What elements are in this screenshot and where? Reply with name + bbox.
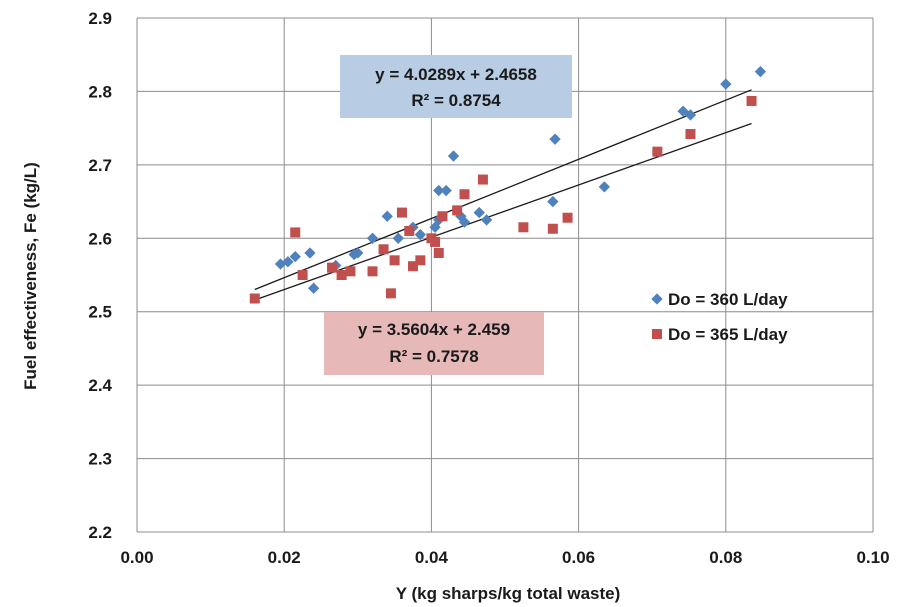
x-tick-label: 0.02 [268, 548, 301, 567]
data-point-square [415, 255, 426, 266]
y-tick-label: 2.5 [88, 303, 112, 322]
x-tick-label: 0.04 [415, 548, 449, 567]
trendline-360 [254, 89, 752, 291]
trendline-365 [254, 122, 752, 301]
data-point-square [290, 227, 301, 238]
data-point-diamond [289, 250, 301, 263]
y-tick-label: 2.7 [88, 156, 112, 175]
data-point-diamond [352, 247, 364, 259]
equation-label-360: y = 4.0289x + 2.4658 R² = 0.8754 [340, 55, 572, 118]
legend-marker-square [652, 329, 662, 339]
data-point-square [249, 293, 260, 304]
data-point-diamond [754, 65, 767, 78]
equation-box-360 [340, 55, 572, 118]
data-point-square [547, 223, 558, 234]
data-point-diamond [414, 228, 427, 241]
y-axis-title: Fuel effectiveness, Fe (kg/L) [21, 162, 40, 390]
legend-marker-diamond [651, 293, 663, 305]
data-point-square [477, 174, 488, 185]
data-point-diamond [598, 181, 611, 193]
x-tick-label: 0.00 [120, 548, 153, 567]
data-point-square [404, 225, 415, 236]
y-tick-label: 2.6 [88, 229, 112, 248]
data-point-square [433, 247, 444, 258]
y-tick-label: 2.2 [88, 523, 112, 542]
data-point-square [408, 261, 418, 272]
data-point-square [430, 236, 441, 247]
data-point-square [345, 266, 356, 277]
data-point-square [685, 129, 696, 140]
data-point-square [459, 189, 470, 200]
data-point-square [562, 212, 573, 223]
data-point-diamond [433, 184, 445, 197]
data-point-square [297, 270, 308, 280]
data-point-diamond [440, 184, 452, 197]
data-point-square [336, 270, 347, 280]
equation-box-365 [324, 312, 544, 375]
data-point-square [396, 207, 407, 218]
data-point-diamond [381, 210, 393, 222]
data-point-square [518, 222, 529, 233]
data-point-square [378, 244, 389, 255]
data-point-diamond [307, 282, 320, 294]
legend-label-360: Do = 360 L/day [668, 290, 788, 309]
data-point-square [652, 146, 663, 157]
equation-label-365: y = 3.5604x + 2.459 R² = 0.7578 [324, 312, 544, 375]
data-point-diamond [549, 133, 561, 145]
y-tick-label: 2.3 [88, 450, 112, 469]
data-point-diamond [304, 247, 316, 259]
equation-text-360: y = 4.0289x + 2.4658 [375, 65, 537, 84]
data-point-square [367, 266, 378, 277]
data-point-diamond [720, 78, 732, 90]
data-point-square [452, 205, 463, 216]
legend-item-360: Do = 360 L/day [651, 290, 788, 309]
data-point-diamond [366, 232, 379, 244]
data-point-diamond [480, 214, 493, 226]
data-point-diamond [473, 206, 485, 219]
data-point-square [385, 288, 396, 299]
data-point-square [746, 95, 757, 106]
x-tick-label: 0.10 [856, 548, 889, 567]
y-tick-label: 2.9 [88, 9, 112, 28]
x-tick-label: 0.06 [562, 548, 595, 567]
data-point-square [389, 255, 400, 266]
x-tick-label: 0.08 [709, 548, 742, 567]
data-point-diamond [458, 216, 471, 228]
y-tick-label: 2.4 [88, 376, 112, 395]
data-point-diamond [547, 195, 559, 208]
data-point-diamond [392, 232, 404, 244]
data-point-diamond [282, 256, 294, 268]
data-point-square [327, 262, 338, 273]
legend: Do = 360 L/day Do = 365 L/day [651, 290, 788, 344]
x-axis-title: Y (kg sharps/kg total waste) [396, 584, 621, 603]
legend-label-365: Do = 365 L/day [668, 325, 788, 344]
equation-text-365: y = 3.5604x + 2.459 [358, 320, 510, 339]
r2-text-360: R² = 0.8754 [411, 91, 501, 110]
y-tick-label: 2.8 [88, 82, 112, 101]
data-point-square [437, 211, 448, 222]
legend-item-365: Do = 365 L/day [652, 325, 788, 344]
tick-labels: 0.00 0.02 0.04 0.06 0.08 0.10 2.2 2.3 2.4 2.5 2.6 2… [88, 9, 889, 567]
data-point-diamond [447, 150, 460, 162]
r2-text-365: R² = 0.7578 [389, 347, 478, 366]
